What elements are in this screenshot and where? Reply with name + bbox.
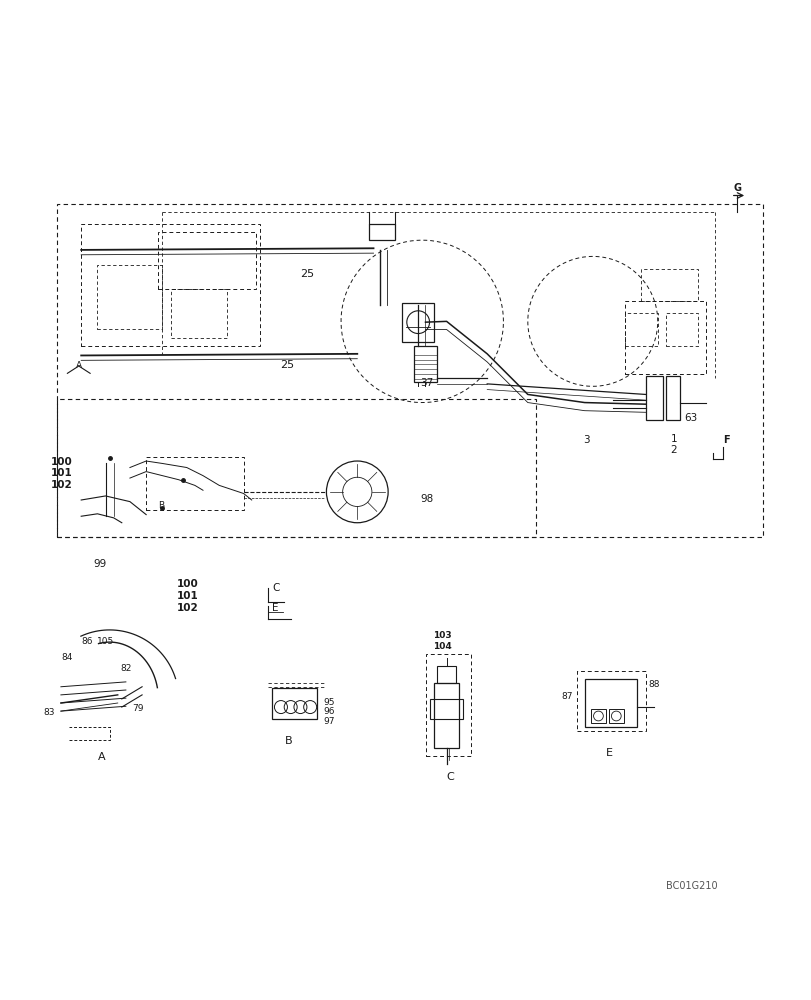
Bar [584,679,637,727]
Text: 98: 98 [420,494,433,504]
Text: 97: 97 [323,717,334,726]
Bar [590,709,605,723]
Text: 95: 95 [323,698,334,707]
Bar [436,666,456,683]
Text: 87: 87 [560,692,572,701]
Text: A: A [75,361,82,370]
Text: 63: 63 [684,413,697,423]
Bar [665,313,697,346]
Bar [57,398,535,537]
Text: C: C [446,772,454,782]
Text: 3: 3 [582,435,589,445]
Bar [57,204,762,537]
Bar [624,313,657,346]
Text: 83: 83 [43,708,54,717]
Bar [414,346,436,382]
Text: 105: 105 [97,637,114,646]
Text: F: F [723,435,729,445]
Bar [434,683,458,748]
Text: 100: 100 [177,579,199,589]
Text: E: E [605,748,611,758]
Text: G: G [732,183,740,193]
Text: B: B [284,736,292,746]
Text: 25: 25 [300,269,314,279]
Text: 102: 102 [51,480,73,490]
Text: C: C [272,583,279,593]
Text: 25: 25 [280,360,294,370]
Bar [146,457,243,510]
Bar [170,289,227,338]
Bar [97,265,162,329]
Text: 1: 1 [670,434,676,444]
Bar [665,376,680,420]
Text: 100: 100 [51,457,73,467]
Text: 37: 37 [420,378,433,388]
Text: 101: 101 [51,468,73,478]
Text: A: A [97,752,105,762]
Bar [624,301,706,374]
Bar [272,688,316,719]
Text: 104: 104 [432,642,451,651]
Bar [641,269,697,301]
Bar [426,654,470,756]
Text: 103: 103 [432,631,451,640]
Text: 82: 82 [120,664,131,673]
Bar [645,376,663,420]
Text: 102: 102 [177,603,199,613]
Bar [81,224,260,346]
Bar [401,303,434,342]
Text: 96: 96 [323,707,334,716]
Bar [430,699,462,719]
Text: 86: 86 [81,637,92,646]
Text: E: E [272,603,278,613]
Bar [369,224,395,240]
Text: 88: 88 [647,680,659,689]
Bar [576,671,645,731]
Text: BC01G210: BC01G210 [665,881,717,891]
Text: 101: 101 [177,591,199,601]
Text: 84: 84 [62,653,73,662]
Bar [158,232,255,289]
Text: 79: 79 [132,704,144,713]
Bar [608,709,623,723]
Text: 99: 99 [93,559,106,569]
Text: 2: 2 [670,445,676,455]
Text: B: B [158,501,165,510]
